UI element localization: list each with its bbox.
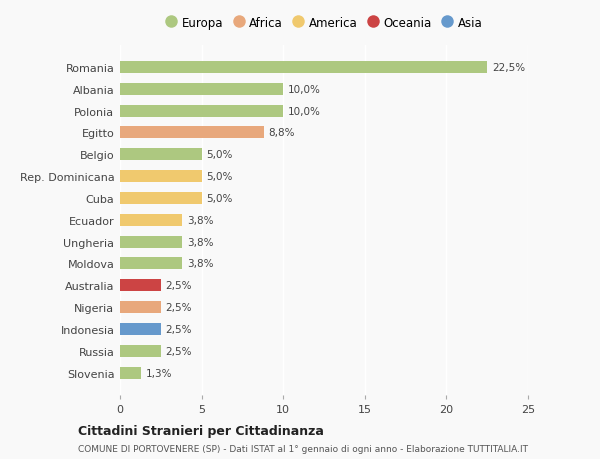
Text: 5,0%: 5,0% — [206, 150, 233, 160]
Bar — [120, 62, 487, 74]
Bar — [120, 171, 202, 183]
Bar — [120, 84, 283, 95]
Text: 3,8%: 3,8% — [187, 259, 214, 269]
Text: 2,5%: 2,5% — [166, 281, 192, 291]
Text: 2,5%: 2,5% — [166, 325, 192, 334]
Bar — [120, 214, 182, 226]
Text: 5,0%: 5,0% — [206, 194, 233, 203]
Text: 22,5%: 22,5% — [492, 63, 525, 73]
Bar — [120, 323, 161, 335]
Bar — [120, 106, 283, 118]
Bar — [120, 367, 141, 379]
Text: 2,5%: 2,5% — [166, 346, 192, 356]
Text: 10,0%: 10,0% — [288, 84, 321, 95]
Text: Cittadini Stranieri per Cittadinanza: Cittadini Stranieri per Cittadinanza — [78, 424, 324, 437]
Text: 3,8%: 3,8% — [187, 215, 214, 225]
Bar — [120, 127, 263, 139]
Text: 5,0%: 5,0% — [206, 172, 233, 182]
Legend: Europa, Africa, America, Oceania, Asia: Europa, Africa, America, Oceania, Asia — [165, 17, 483, 30]
Text: 1,3%: 1,3% — [146, 368, 173, 378]
Bar — [120, 149, 202, 161]
Text: 3,8%: 3,8% — [187, 237, 214, 247]
Bar — [120, 258, 182, 270]
Bar — [120, 280, 161, 292]
Bar — [120, 345, 161, 357]
Text: COMUNE DI PORTOVENERE (SP) - Dati ISTAT al 1° gennaio di ogni anno - Elaborazion: COMUNE DI PORTOVENERE (SP) - Dati ISTAT … — [78, 444, 528, 453]
Text: 2,5%: 2,5% — [166, 302, 192, 313]
Bar — [120, 192, 202, 205]
Bar — [120, 302, 161, 313]
Bar — [120, 236, 182, 248]
Text: 10,0%: 10,0% — [288, 106, 321, 116]
Text: 8,8%: 8,8% — [269, 128, 295, 138]
